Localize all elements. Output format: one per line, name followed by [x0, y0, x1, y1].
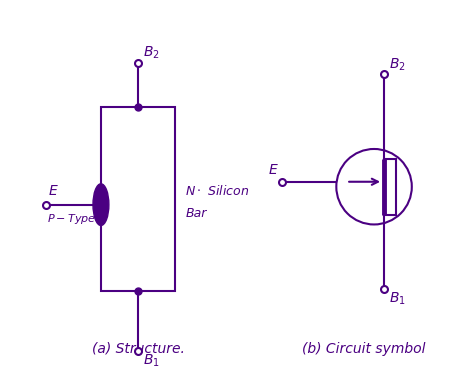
Text: $P - Type$: $P - Type$ [47, 211, 96, 226]
Text: (b) Circuit symbol: (b) Circuit symbol [302, 342, 426, 355]
Text: $N\cdot$ Silicon: $N\cdot$ Silicon [185, 184, 249, 198]
Text: Bar: Bar [185, 207, 207, 220]
Text: $E$: $E$ [48, 184, 59, 198]
Text: $B_1$: $B_1$ [143, 352, 160, 369]
Ellipse shape [93, 184, 109, 226]
Bar [101, 107, 175, 291]
Text: $B_2$: $B_2$ [143, 44, 160, 60]
Text: $B_2$: $B_2$ [389, 56, 406, 72]
Text: $E$: $E$ [268, 163, 279, 177]
Circle shape [337, 149, 412, 225]
Text: $B_1$: $B_1$ [389, 291, 406, 307]
Text: (a) Structure.: (a) Structure. [92, 342, 184, 355]
